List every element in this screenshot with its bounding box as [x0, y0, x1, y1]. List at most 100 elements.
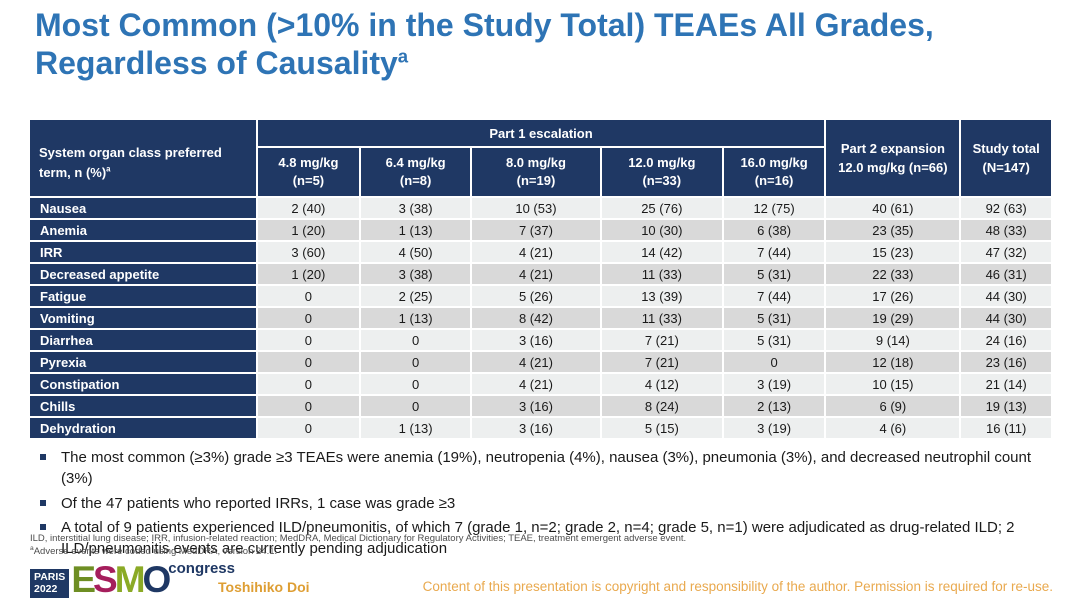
table-cell: 3 (16) — [472, 396, 600, 416]
row-label: Pyrexia — [30, 352, 256, 372]
dose-n-label: (n=16) — [754, 173, 794, 188]
study-total-line2: (N=147) — [982, 160, 1030, 175]
table-cell: 10 (53) — [472, 198, 600, 218]
table-cell: 5 (31) — [723, 264, 825, 284]
row-label: Dehydration — [30, 418, 256, 438]
table-cell: 4 (21) — [472, 374, 600, 394]
dose-n-label: (n=5) — [292, 173, 325, 188]
table-cell: 12 (75) — [723, 198, 825, 218]
esmo-letter: E — [71, 559, 96, 600]
title-superscript: a — [397, 45, 409, 67]
table-cell: 40 (61) — [826, 198, 960, 218]
paris-2022-badge: PARIS 2022 — [30, 569, 70, 599]
table-cell: 7 (21) — [601, 352, 722, 372]
study-total-header: Study total (N=147) — [961, 120, 1051, 196]
table-cell: 1 (20) — [257, 264, 360, 284]
copyright-notice: Content of this presentation is copyrigh… — [422, 579, 1053, 594]
bullet-text: The most common (≥3%) grade ≥3 TEAEs wer… — [61, 449, 1032, 488]
table-cell: 23 (35) — [826, 220, 960, 240]
table-row: Chills 0 0 3 (16) 8 (24) 2 (13) 6 (9) 19 (13) — [30, 396, 1051, 416]
table-row: Anemia 1 (20) 1 (13) 7 (37) 10 (30) 6 (38) 23 … — [30, 220, 1051, 240]
bullet-item: The most common (≥3%) grade ≥3 TEAEs wer… — [38, 447, 1054, 490]
table-cell: 10 (15) — [826, 374, 960, 394]
part2-header-line1: Part 2 expansion — [840, 140, 945, 156]
table-cell: 11 (33) — [601, 308, 722, 328]
table-cell: 0 — [723, 352, 825, 372]
footnote-coding: aAdverse events were coded using MedDRA,… — [30, 545, 1030, 559]
dose-label: 6.4 mg/kg — [385, 155, 446, 171]
dose-n-label: (n=33) — [642, 173, 682, 188]
table-cell: 92 (63) — [961, 198, 1051, 218]
table-cell: 0 — [257, 352, 360, 372]
table-row: Dehydration 0 1 (13) 3 (16) 5 (15) 3 (19) 4 (6… — [30, 418, 1051, 438]
table-cell: 19 (13) — [961, 396, 1051, 416]
study-total-line1: Study total — [972, 140, 1040, 156]
table-cell: 48 (33) — [961, 220, 1051, 240]
row-label: IRR — [30, 242, 256, 262]
footnote-abbreviations: ILD, interstitial lung disease; IRR, inf… — [30, 533, 687, 544]
title-line-2: Regardless of Causality — [35, 45, 398, 82]
table-cell: 7 (21) — [601, 330, 722, 350]
footnote-coding-text: Adverse events were coded using MedDRA, … — [33, 546, 278, 558]
bullet-item: Of the 47 patients who reported IRRs, 1 … — [38, 493, 1054, 514]
part2-expansion-header: Part 2 expansion 12.0 mg/kg (n=66) — [826, 120, 960, 196]
table-cell: 0 — [257, 286, 360, 306]
row-label: Vomiting — [30, 308, 256, 328]
table-cell: 8 (42) — [472, 308, 600, 328]
dose-column-header: 16.0 mg/kg (n=16) — [723, 148, 825, 196]
table-cell: 4 (21) — [472, 242, 600, 262]
table-cell: 17 (26) — [826, 286, 960, 306]
table-row: Fatigue 0 2 (25) 5 (26) 13 (39) 7 (44) 17 (26)… — [30, 286, 1051, 306]
table-cell: 13 (39) — [601, 286, 722, 306]
table-cell: 2 (13) — [723, 396, 825, 416]
dose-label: 16.0 mg/kg — [740, 155, 808, 171]
bullet-text: Of the 47 patients who reported IRRs, 1 … — [61, 494, 456, 512]
row-label: Decreased appetite — [30, 264, 256, 284]
esmo-letter: O — [142, 559, 172, 600]
table-cell: 21 (14) — [961, 374, 1051, 394]
table-cell: 7 (44) — [723, 286, 825, 306]
table-cell: 0 — [361, 396, 471, 416]
esmo-logo: PARIS 2022 ESMO congress — [30, 559, 235, 600]
footnote-superscript: a — [30, 545, 34, 553]
row-label: Fatigue — [30, 286, 256, 306]
table-cell: 11 (33) — [601, 264, 722, 284]
dose-column-header: 6.4 mg/kg (n=8) — [361, 148, 471, 196]
dose-label: 4.8 mg/kg — [278, 155, 339, 171]
dose-label: 8.0 mg/kg — [505, 155, 566, 171]
table-cell: 23 (16) — [961, 352, 1051, 372]
esmo-wordmark: ESMO — [71, 559, 172, 600]
table-cell: 7 (44) — [723, 242, 825, 262]
table-cell: 44 (30) — [961, 308, 1051, 328]
table-cell: 16 (11) — [961, 418, 1051, 438]
table-cell: 0 — [361, 374, 471, 394]
bullet-list: The most common (≥3%) grade ≥3 TEAEs wer… — [38, 447, 1054, 562]
title-line-1: Most Common (>10% in the Study Total) TE… — [35, 7, 934, 43]
table-cell: 0 — [257, 418, 360, 438]
presenter-name: Toshihiko Doi — [218, 579, 310, 595]
table-row: Constipation 0 0 4 (21) 4 (12) 3 (19) 10 (15) 2… — [30, 374, 1051, 394]
dose-n-label: (n=8) — [399, 173, 432, 188]
row-label: Nausea — [30, 198, 256, 218]
table-cell: 3 (60) — [257, 242, 360, 262]
table-cell: 0 — [257, 330, 360, 350]
table-cell: 15 (23) — [826, 242, 960, 262]
table-cell: 4 (12) — [601, 374, 722, 394]
table-cell: 3 (19) — [723, 418, 825, 438]
row-label: Chills — [30, 396, 256, 416]
header-dose-row: 4.8 mg/kg (n=5) 6.4 mg/kg (n=8) 8.0 mg/kg (… — [30, 148, 1051, 196]
dose-column-header: 8.0 mg/kg (n=19) — [472, 148, 600, 196]
table-cell: 4 (21) — [472, 352, 600, 372]
table-cell: 47 (32) — [961, 242, 1051, 262]
teae-table: System organ class preferred term, n (%)… — [28, 118, 1053, 440]
table-cell: 22 (33) — [826, 264, 960, 284]
bullet-item: A total of 9 patients experienced ILD/pn… — [38, 517, 1054, 560]
esmo-letter: M — [114, 559, 146, 600]
dose-column-header: 4.8 mg/kg (n=5) — [257, 148, 360, 196]
table-cell: 4 (50) — [361, 242, 471, 262]
table-cell: 1 (13) — [361, 220, 471, 240]
table-cell: 19 (29) — [826, 308, 960, 328]
table-cell: 0 — [361, 330, 471, 350]
table-cell: 6 (38) — [723, 220, 825, 240]
part1-escalation-group-header: Part 1 escalation — [257, 120, 825, 146]
